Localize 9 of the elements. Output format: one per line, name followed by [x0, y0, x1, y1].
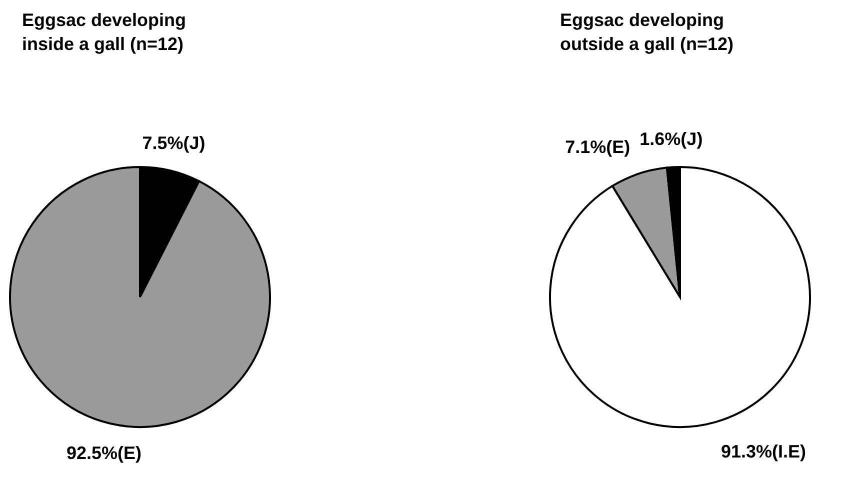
chart-title: Eggsac developing outside a gall (n=12) — [560, 10, 734, 54]
chart-title: Eggsac developing inside a gall (n=12) — [22, 10, 186, 54]
slice-label: 7.1%(E) — [565, 136, 630, 157]
slice-label: 91.3%(I.E) — [721, 441, 806, 462]
slice-label: 1.6%(J) — [640, 129, 703, 150]
slice-label: 92.5%(E) — [66, 442, 142, 463]
pie-slice — [549, 166, 811, 428]
slice-label: 7.5%(J) — [142, 133, 206, 154]
pie-slice — [9, 166, 271, 428]
